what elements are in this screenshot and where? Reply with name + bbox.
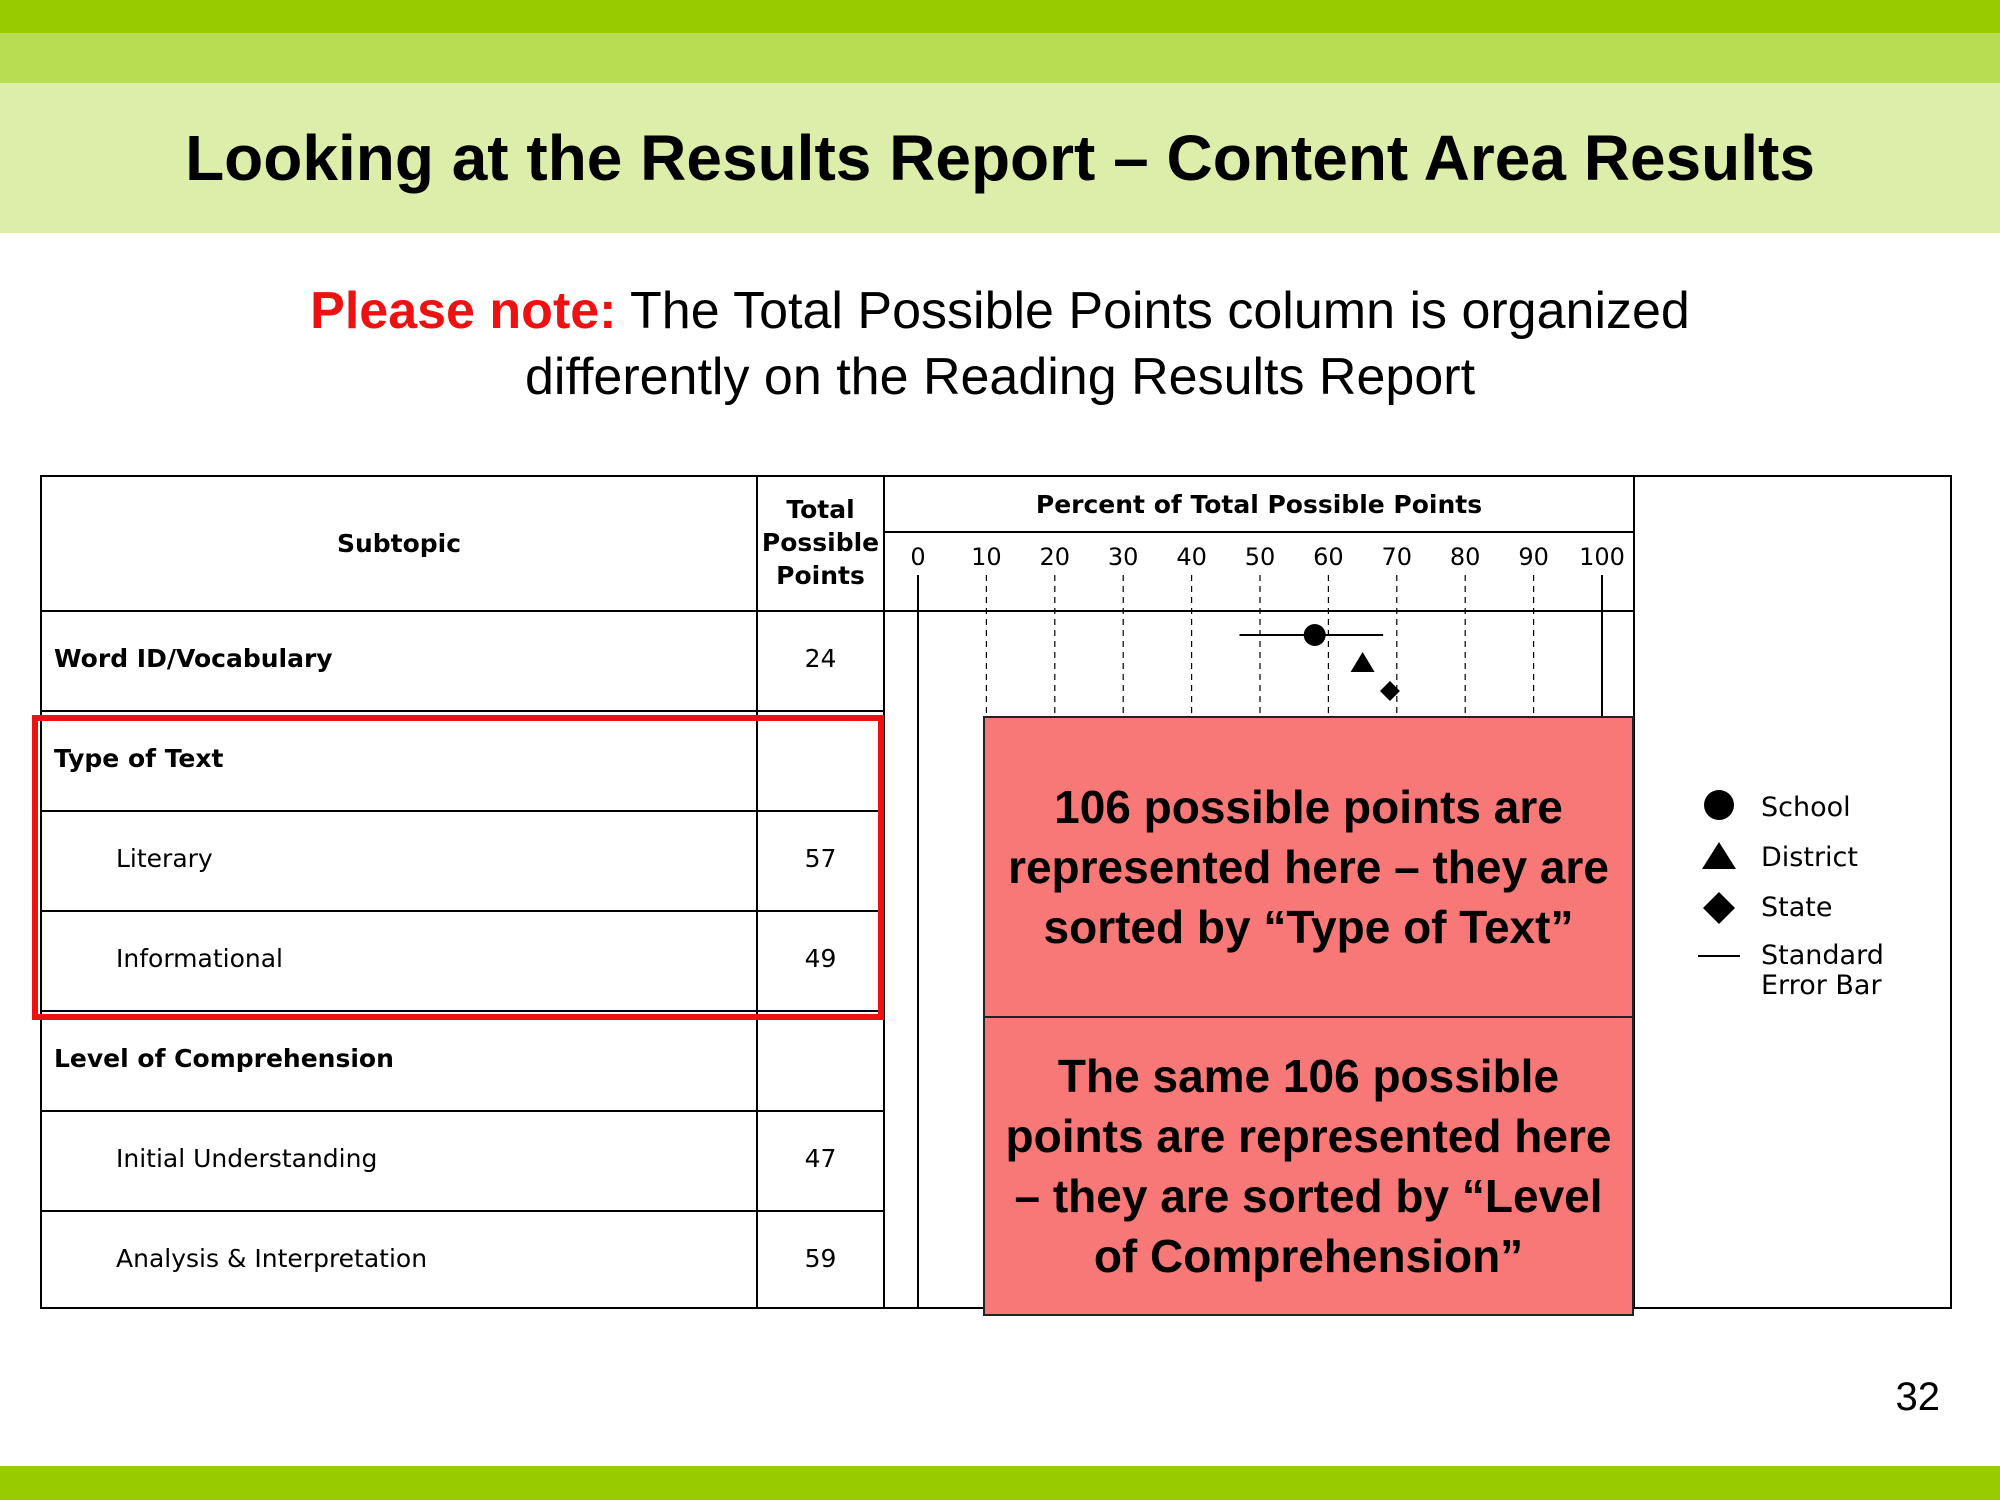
row-label-level-of-comprehension: Level of Comprehension — [54, 1044, 394, 1073]
header-points-2: Possible — [761, 528, 880, 557]
col-divider-1 — [756, 477, 758, 1307]
x-tick-label: 70 — [1381, 543, 1413, 571]
legend-school: School — [1761, 792, 1851, 823]
col-divider-3 — [1633, 477, 1635, 1307]
page-number: 32 — [1895, 1375, 1941, 1419]
x-tick-label: 80 — [1449, 543, 1481, 571]
x-tick-label: 100 — [1579, 543, 1625, 571]
legend-state: State — [1761, 892, 1833, 923]
x-tick-label: 40 — [1176, 543, 1207, 571]
header-subtopic: Subtopic — [336, 529, 462, 558]
row-line-header — [42, 610, 1633, 612]
legend-error-line-2: Error Bar — [1761, 970, 1882, 1001]
row-line-1 — [42, 710, 885, 712]
row-line-3 — [42, 910, 885, 912]
note-text: Please note: The Total Possible Points c… — [150, 278, 1850, 410]
row-points-informational: 49 — [804, 944, 837, 973]
col-divider-2 — [883, 477, 885, 1307]
state-marker — [1379, 681, 1400, 701]
x-tick-label: 20 — [1039, 543, 1071, 571]
row-line-2 — [42, 810, 885, 812]
legend-error-line-1: Standard — [1761, 940, 1884, 971]
legend-circle-icon — [1704, 790, 1734, 820]
header-percent: Percent of Total Possible Points — [1035, 490, 1483, 519]
note-line-2: differently on the Reading Results Repor… — [524, 348, 1476, 406]
note-lead: Please note: — [310, 282, 617, 340]
header-points-3: Points — [776, 561, 865, 590]
x-tick-label: 10 — [971, 543, 1002, 571]
row-line-6 — [42, 1210, 885, 1212]
legend-district: District — [1761, 842, 1858, 873]
school-marker — [1303, 624, 1326, 646]
legend-triangle-icon — [1702, 842, 1736, 869]
row-points-literary: 57 — [804, 844, 837, 873]
slide-title: Looking at the Results Report – Content … — [185, 122, 1815, 194]
legend-diamond-icon — [1703, 892, 1735, 924]
x-tick-label: 30 — [1107, 543, 1139, 571]
title-band — [0, 83, 2000, 233]
row-label-analysis: Analysis & Interpretation — [116, 1244, 428, 1273]
row-label-informational: Informational — [116, 944, 283, 973]
row-points-analysis: 59 — [804, 1244, 837, 1273]
x-tick-label: 60 — [1313, 543, 1344, 571]
legend-markers — [1698, 790, 1740, 957]
top-band-dark — [0, 0, 2000, 33]
highlight-type-of-text-frame — [32, 715, 884, 1020]
row-label-initial-understanding: Initial Understanding — [116, 1144, 378, 1173]
top-band-mid — [0, 33, 2000, 83]
note-line-1: The Total Possible Points column is orga… — [616, 282, 1690, 340]
row-label-type-of-text: Type of Text — [54, 744, 224, 773]
callout-level-of-comprehension: The same 106 possible points are represe… — [983, 1016, 1634, 1316]
row-label-word-id: Word ID/Vocabulary — [54, 644, 333, 673]
header-points-1: Total — [786, 495, 855, 524]
bottom-band — [0, 1466, 2000, 1500]
row-points-initial-understanding: 47 — [804, 1144, 837, 1173]
callout-type-of-text: 106 possible points are represented here… — [983, 716, 1634, 1018]
x-tick-label: 0 — [910, 543, 926, 571]
district-marker — [1350, 652, 1375, 672]
percent-header-divider — [885, 531, 1633, 533]
x-tick-label: 90 — [1518, 543, 1549, 571]
row-label-literary: Literary — [116, 844, 213, 873]
row-points-word-id: 24 — [804, 644, 837, 673]
x-tick-label: 50 — [1244, 543, 1276, 571]
results-report: Subtopic Total Possible Points Percent o… — [40, 475, 1952, 1309]
row-line-5 — [42, 1110, 885, 1112]
row-line-4 — [42, 1010, 885, 1012]
